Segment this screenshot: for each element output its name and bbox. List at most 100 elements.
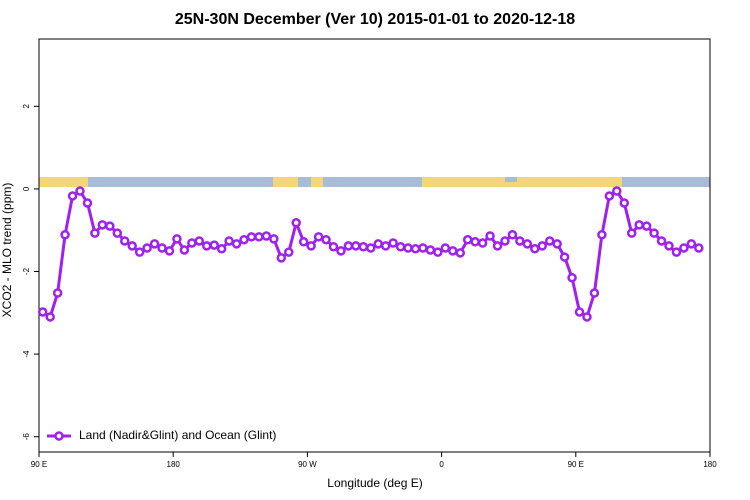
data-point — [52, 288, 63, 298]
data-point — [75, 186, 85, 196]
data-point — [462, 234, 473, 245]
data-point — [552, 239, 562, 249]
y-tick-label: -6 — [22, 433, 31, 441]
data-point — [470, 237, 480, 247]
data-point — [433, 247, 443, 257]
data-point — [641, 221, 652, 231]
data-point — [373, 239, 383, 249]
data-point — [216, 244, 227, 254]
x-tick-label: 180 — [167, 460, 181, 469]
data-point — [425, 245, 436, 255]
data-point — [149, 239, 160, 249]
data-point — [589, 288, 600, 298]
x-tick-label: 90 W — [298, 460, 317, 469]
data-point — [380, 241, 391, 251]
data-point — [82, 198, 93, 208]
data-point — [597, 230, 607, 240]
data-point — [574, 307, 585, 317]
y-tick-label: -2 — [22, 267, 31, 275]
data-point — [403, 243, 413, 253]
data-point — [500, 236, 510, 246]
data-point — [239, 234, 249, 245]
data-point — [507, 230, 518, 240]
data-point — [194, 236, 205, 246]
data-point — [522, 239, 533, 249]
data-point — [485, 231, 495, 241]
data-point — [231, 239, 242, 249]
y-axis-label: XCO2 - MLO trend (ppm) — [0, 183, 14, 318]
data-point — [343, 241, 354, 251]
data-point — [388, 238, 398, 248]
y-tick-label: 2 — [22, 104, 31, 109]
data-point — [112, 228, 123, 238]
data-point — [321, 234, 331, 245]
data-point — [224, 236, 234, 246]
data-point — [67, 191, 78, 201]
x-axis-label: Longitude (deg E) — [327, 476, 422, 490]
data-point — [164, 246, 175, 256]
data-point — [261, 231, 272, 241]
data-point — [328, 241, 339, 252]
data-point — [664, 241, 674, 251]
data-point — [284, 247, 294, 257]
data-point — [410, 244, 421, 254]
data-point — [291, 218, 301, 228]
data-point — [656, 236, 667, 246]
x-tick-label: 180 — [703, 460, 717, 469]
data-point — [60, 230, 70, 240]
data-point — [530, 244, 540, 254]
data-point — [366, 243, 376, 253]
x-tick-label: 90 E — [568, 460, 584, 469]
data-point — [246, 232, 257, 242]
data-point — [686, 239, 697, 249]
plot-frame — [38, 38, 711, 453]
data-point — [336, 246, 346, 256]
data-point — [440, 243, 451, 253]
data-point — [626, 228, 637, 238]
data-point — [306, 241, 316, 251]
data-point — [45, 312, 55, 322]
data-point — [202, 241, 212, 251]
data-point — [477, 238, 488, 248]
data-point — [448, 246, 458, 256]
data-point — [127, 241, 137, 251]
data-point — [582, 312, 592, 322]
data-point — [515, 236, 525, 246]
y-tick-label: 0 — [22, 186, 31, 191]
legend-label: Land (Nadir&Glint) and Ocean (Glint) — [79, 428, 276, 442]
x-tick-label: 90 E — [31, 460, 47, 469]
data-point — [97, 220, 108, 230]
data-point — [157, 243, 167, 253]
y-tick-label: -4 — [22, 350, 31, 358]
data-point — [567, 272, 577, 283]
data-point — [455, 248, 465, 258]
data-point — [172, 234, 182, 244]
chart-title: 25N-30N December (Ver 10) 2015-01-01 to … — [175, 11, 575, 28]
data-point — [358, 241, 369, 252]
data-point — [492, 241, 503, 251]
data-point — [537, 241, 547, 251]
data-point — [679, 243, 689, 253]
data-point — [313, 232, 324, 242]
data-point — [90, 228, 100, 238]
data-point — [671, 247, 682, 257]
data-point — [634, 220, 644, 230]
data-point — [604, 191, 615, 201]
data-point — [134, 247, 145, 257]
data-point — [187, 238, 197, 248]
data-point — [119, 236, 130, 246]
data-point — [209, 240, 219, 250]
data-point — [105, 221, 115, 231]
data-point — [254, 232, 264, 242]
data-point — [179, 245, 190, 255]
data-point — [544, 236, 555, 246]
land-ocean-strip — [39, 177, 710, 187]
data-point — [142, 243, 152, 253]
data-point — [351, 241, 361, 251]
data-point — [612, 186, 622, 196]
legend-marker — [54, 431, 64, 441]
data-point — [395, 241, 406, 252]
data-point — [694, 243, 704, 253]
data-point — [298, 237, 309, 247]
